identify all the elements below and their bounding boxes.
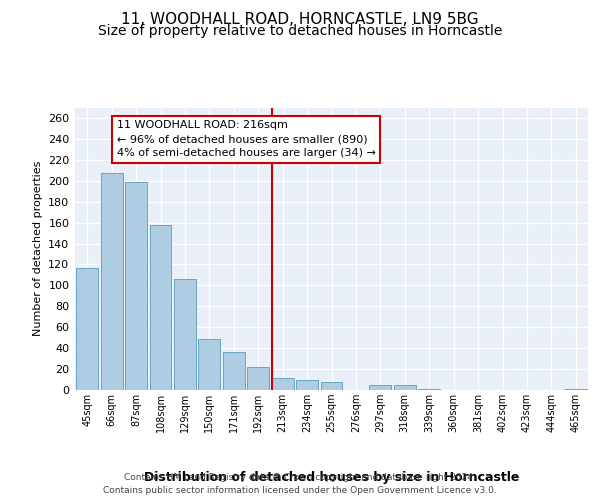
- Y-axis label: Number of detached properties: Number of detached properties: [32, 161, 43, 336]
- Text: Contains HM Land Registry data © Crown copyright and database right 2024.
Contai: Contains HM Land Registry data © Crown c…: [103, 474, 497, 495]
- Bar: [174, 279, 196, 390]
- Bar: [149, 224, 172, 390]
- Text: Size of property relative to detached houses in Horncastle: Size of property relative to detached ho…: [98, 24, 502, 38]
- Bar: [370, 385, 391, 390]
- Bar: [199, 338, 220, 390]
- Text: 11, WOODHALL ROAD, HORNCASTLE, LN9 5BG: 11, WOODHALL ROAD, HORNCASTLE, LN9 5BG: [121, 12, 479, 28]
- X-axis label: Distribution of detached houses by size in Horncastle: Distribution of detached houses by size …: [144, 471, 519, 484]
- Text: 11 WOODHALL ROAD: 216sqm
← 96% of detached houses are smaller (890)
4% of semi-d: 11 WOODHALL ROAD: 216sqm ← 96% of detach…: [116, 120, 376, 158]
- Bar: [418, 389, 440, 390]
- Bar: [76, 268, 98, 390]
- Bar: [125, 182, 147, 390]
- Bar: [101, 174, 122, 390]
- Bar: [247, 367, 269, 390]
- Bar: [272, 378, 293, 390]
- Bar: [296, 380, 318, 390]
- Bar: [223, 352, 245, 390]
- Bar: [320, 382, 343, 390]
- Bar: [394, 385, 416, 390]
- Bar: [565, 389, 587, 390]
